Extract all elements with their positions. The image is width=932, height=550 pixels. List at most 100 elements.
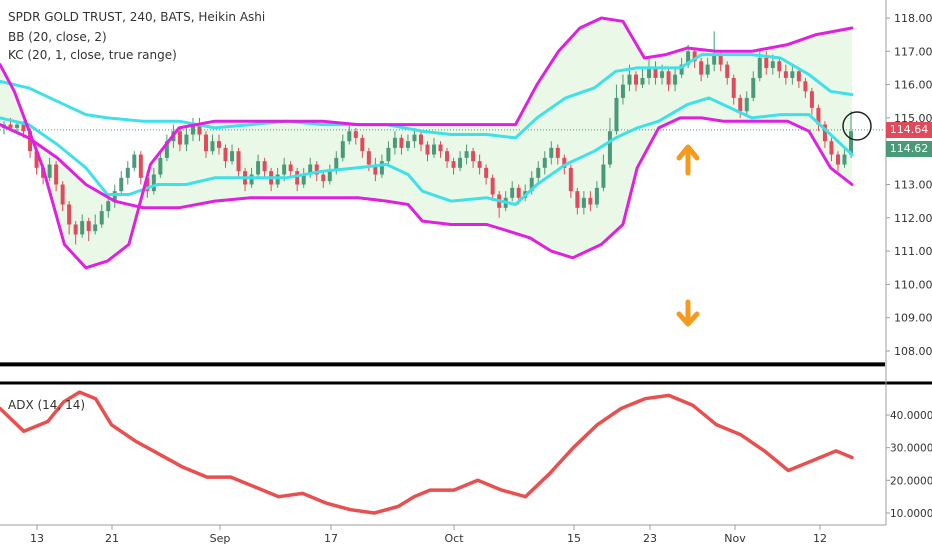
candle [725,64,730,78]
candle [738,97,743,112]
bb-lower-line [0,116,854,260]
bb-legend: BB (20, close, 2) [8,30,107,44]
candle [588,197,593,205]
candle [392,137,397,148]
candle [151,174,156,192]
candle [60,184,65,205]
candle [660,71,665,78]
candle [321,174,326,182]
candle [542,157,547,168]
candle [777,61,782,72]
candle [647,67,652,78]
bb-upper-line [0,16,854,270]
candle [705,64,710,75]
time-tick-label: 12 [813,532,827,545]
candle [184,134,189,145]
candle [822,124,827,142]
candle [327,171,332,182]
adx-pane [0,390,854,515]
candle [334,157,339,172]
kc-upper-line [0,53,854,140]
candle [829,141,834,155]
candle [217,141,222,148]
candle [744,97,749,112]
orange-down-arrow-icon [676,299,700,327]
candle [484,167,489,178]
candle [99,211,104,225]
candle [809,91,814,108]
candle [445,151,450,162]
candle [555,147,560,158]
candle [373,164,378,175]
candle [679,64,684,75]
candle [614,97,619,132]
time-tick-label: Nov [724,532,746,545]
time-tick-label: 21 [105,532,119,545]
candle [796,71,801,82]
candle [340,141,345,158]
time-tick-label: 17 [324,532,338,545]
candle [119,177,124,192]
candle [562,157,567,168]
candle [471,151,476,162]
candle [686,51,691,65]
candle [731,77,736,98]
candle [21,124,26,132]
adx-tick-label: 30.0000 [890,443,932,455]
price-tick-label: 116.00 [894,79,932,92]
price-tick-label: 115.00 [894,112,932,125]
candle [288,164,293,172]
candle [516,187,521,198]
candle [112,191,117,202]
candle [575,191,580,208]
candle [432,144,437,155]
candle [764,57,769,68]
candle [549,147,554,158]
candle [275,174,280,185]
candle [438,144,443,152]
candle [620,84,625,98]
arrow-stroke [676,299,700,327]
candle [633,74,638,85]
price-tick-label: 109.00 [894,312,932,325]
candle [190,124,195,135]
bb-fill [0,18,852,268]
candle [366,151,371,165]
candle [751,77,756,98]
candle [386,147,391,162]
candle [425,144,430,155]
kc-lower-line [0,96,854,206]
candle [803,81,808,92]
orange-up-arrow-icon [676,144,700,176]
candle [816,107,821,125]
candle [256,161,261,175]
candle [177,131,182,145]
candle [699,61,704,75]
candle [770,61,775,68]
time-tick-label: Sep [210,532,231,545]
time-tick-label: 13 [30,532,44,545]
candle [594,187,599,205]
candle [640,77,645,85]
candle [8,124,13,128]
candle [673,74,678,85]
candle [568,167,573,192]
kc-legend: KC (20, 1, close, true range) [8,48,177,62]
candle [510,187,515,198]
price-tick-label: 113.00 [894,179,932,192]
candle [86,221,91,232]
candle [223,147,228,162]
candle [692,51,697,62]
candle [627,74,632,85]
price-tick-label: 110.00 [894,278,932,291]
candle [783,71,788,78]
candle [477,161,482,168]
candle [790,71,795,78]
candle [73,224,78,235]
candle [536,167,541,178]
price-tick-label: 111.00 [894,245,932,258]
candle [230,151,235,162]
candle [464,151,469,158]
